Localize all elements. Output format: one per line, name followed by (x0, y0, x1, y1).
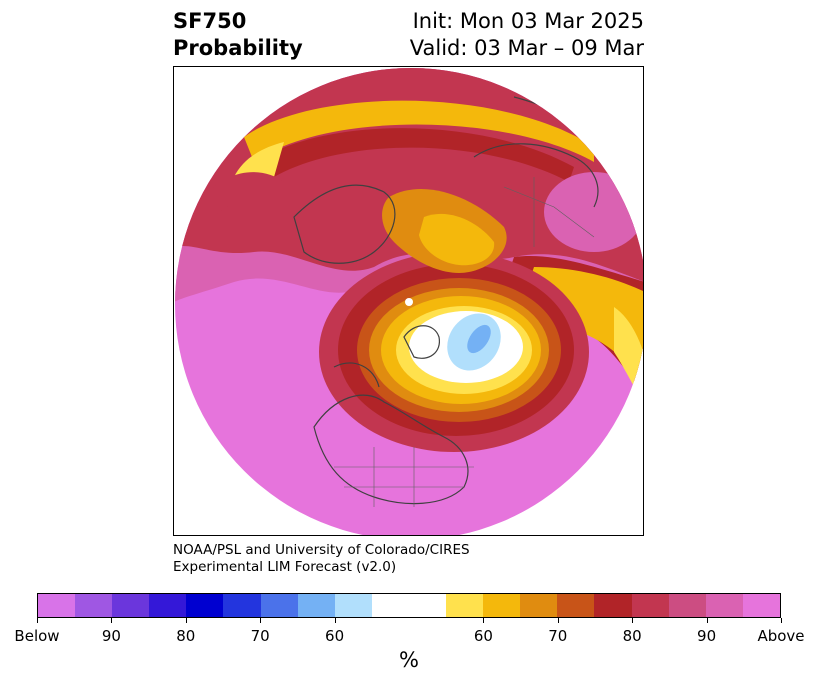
colorbar-swatch (742, 594, 780, 617)
colorbar-swatch (483, 594, 521, 617)
forecast-dates: Init: Mon 03 Mar 2025 Valid: 03 Mar – 09… (410, 8, 644, 62)
colorbar-tick-mark (483, 618, 485, 623)
colorbar-tick-label: 90 (697, 627, 717, 645)
init-date: Init: Mon 03 Mar 2025 (412, 9, 644, 33)
colorbar-unit: % (399, 648, 419, 672)
credit-text: NOAA/PSL and University of Colorado/CIRE… (173, 542, 470, 576)
colorbar-tick-mark (706, 618, 708, 623)
colorbar-swatch (75, 594, 113, 617)
colorbar-swatch (705, 594, 743, 617)
colorbar-tick-mark (111, 618, 113, 623)
colorbar-swatch (38, 594, 76, 617)
colorbar-tick-mark (334, 618, 336, 623)
probability-map (175, 68, 643, 535)
map-title: SF750 Probability (173, 8, 303, 62)
colorbar-tick-mark (632, 618, 634, 623)
band-gold-north (244, 100, 594, 162)
credit-line-1: NOAA/PSL and University of Colorado/CIRE… (173, 542, 470, 558)
patch-gold-north (419, 213, 495, 266)
colorbar-swatch (408, 594, 447, 617)
colorbar-swatch (631, 594, 669, 617)
band-red-west (204, 172, 284, 217)
colorbar-tick-label: 80 (176, 627, 196, 645)
patch-magenta-ne (544, 172, 643, 252)
colorbar-tick-mark (557, 618, 559, 623)
colorbar-swatch (371, 594, 409, 617)
colorbar-tick-label: 70 (250, 627, 270, 645)
colorbar-swatch (668, 594, 706, 617)
colorbar-swatch (297, 594, 335, 617)
colorbar-swatch (334, 594, 372, 617)
credit-line-2: Experimental LIM Forecast (v2.0) (173, 559, 397, 575)
colorbar-tick-label: 60 (325, 627, 345, 645)
colorbar-tick-label: 70 (548, 627, 568, 645)
colorbar (37, 593, 781, 618)
valid-range: Valid: 03 Mar – 09 Mar (409, 36, 644, 60)
colorbar-swatch (149, 594, 187, 617)
colorbar-tick-label: 80 (622, 627, 642, 645)
variable-subtitle: Probability (173, 36, 303, 60)
colorbar-tick-label: 60 (473, 627, 493, 645)
colorbar-swatch (260, 594, 298, 617)
colorbar-tick-mark (185, 618, 187, 623)
colorbar-tick-mark (781, 618, 782, 623)
polar-map (173, 66, 644, 536)
colorbar-swatch (594, 594, 632, 617)
band-red-north (264, 128, 574, 182)
below-60-region (467, 324, 491, 354)
colorbar-tick-mark (37, 618, 38, 623)
colorbar-tick-label: 90 (101, 627, 121, 645)
colorbar-swatch (557, 594, 595, 617)
colorbar-tick-mark (260, 618, 262, 623)
colorbar-swatch (186, 594, 224, 617)
boundaries (334, 177, 595, 507)
colorbar-tick-label: Below (14, 627, 60, 645)
colorbar-swatch (223, 594, 261, 617)
variable-name: SF750 (173, 9, 247, 33)
colorbar-tick-label: Above (757, 627, 805, 645)
colorbar-swatch (112, 594, 150, 617)
colorbar-swatch (520, 594, 558, 617)
pole-marker (405, 298, 413, 306)
colorbar-swatch (446, 594, 484, 617)
